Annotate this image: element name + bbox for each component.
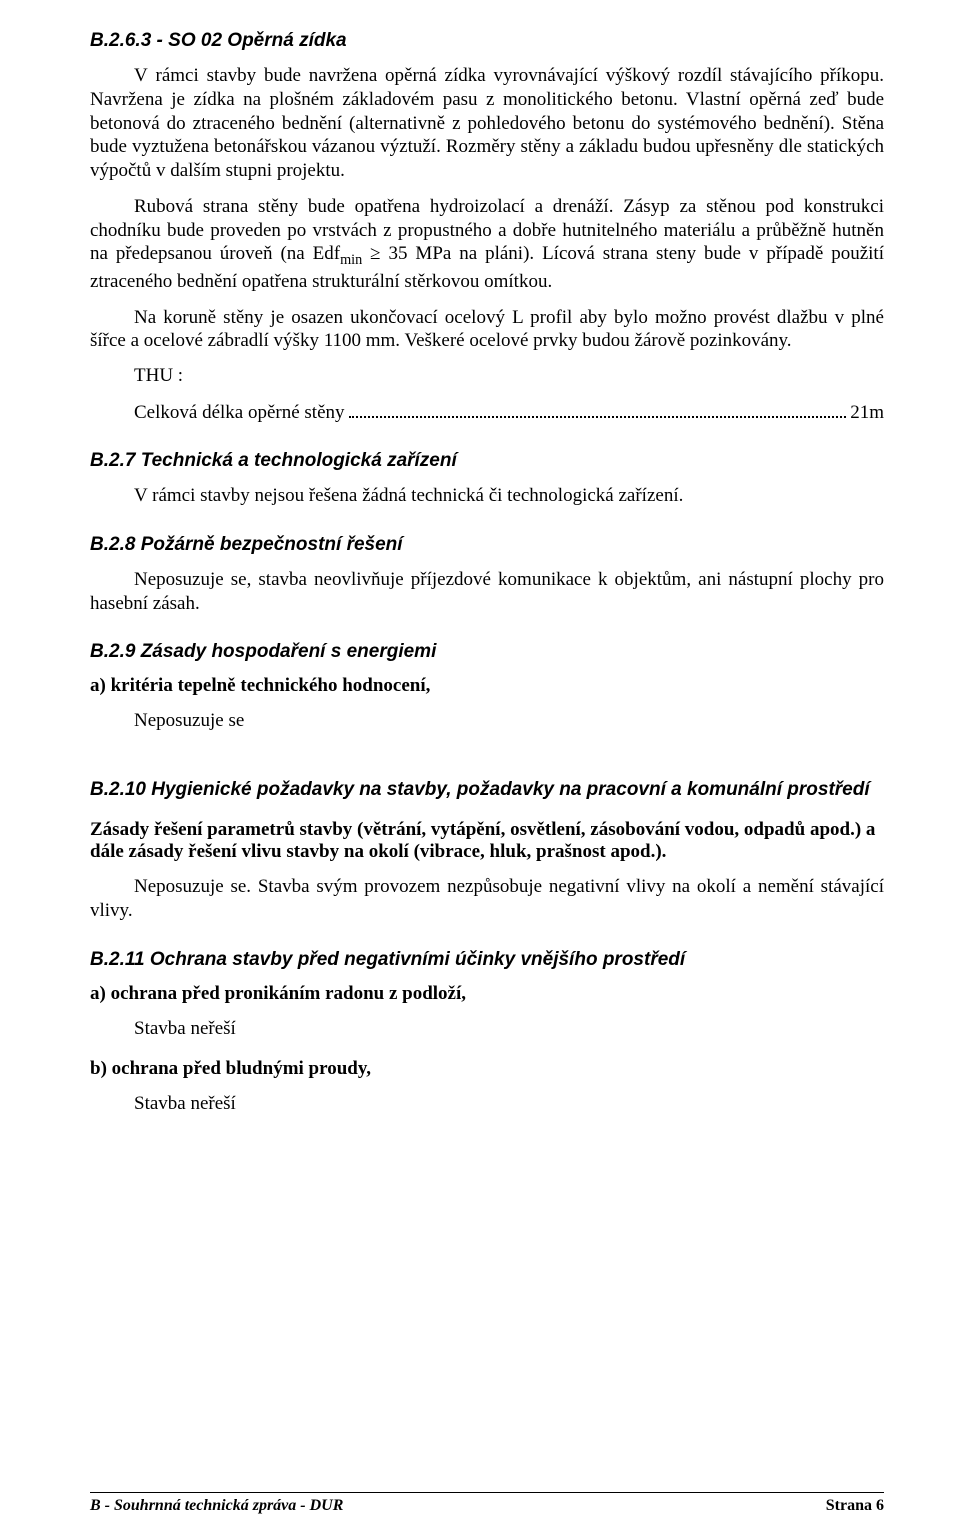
dot-leader (349, 399, 847, 418)
document-page: B.2.6.3 - SO 02 Opěrná zídka V rámci sta… (0, 0, 960, 1533)
footer-left: B - Souhrnná technická zpráva - DUR (90, 1497, 343, 1515)
length-label: Celková délka opěrné stěny (134, 402, 345, 424)
b29-a-text: Neposuzuje se (134, 709, 884, 733)
heading-b27: B.2.7 Technická a technologická zařízení (90, 450, 884, 472)
para-b263-3: Na koruně stěny je osazen ukončovací oce… (90, 306, 884, 354)
para-b210-1: Neposuzuje se. Stavba svým provozem nezp… (90, 875, 884, 923)
b211-b-text: Stavba neřeší (134, 1092, 884, 1116)
para-b263-1: V rámci stavby bude navržena opěrná zídk… (90, 64, 884, 183)
length-line: Celková délka opěrné stěny 21m (134, 399, 884, 424)
footer-right: Strana 6 (826, 1497, 884, 1515)
thu-label: THU : (134, 365, 884, 387)
para-b27-1: V rámci stavby nejsou řešena žádná techn… (90, 484, 884, 508)
b211-a-text: Stavba neřeší (134, 1017, 884, 1041)
page-footer: B - Souhrnná technická zpráva - DUR Stra… (90, 1492, 884, 1515)
heading-b211: B.2.11 Ochrana stavby před negativními ú… (90, 949, 884, 971)
para-b263-2: Rubová strana stěny bude opatřena hydroi… (90, 195, 884, 294)
heading-b28: B.2.8 Požárně bezpečnostní řešení (90, 534, 884, 556)
b211-b-label: b) ochrana před bludnými proudy, (90, 1058, 884, 1080)
b211-a-label: a) ochrana před pronikáním radonu z podl… (90, 983, 884, 1005)
b210-subhead: Zásady řešení parametrů stavby (větrání,… (90, 819, 884, 863)
heading-b29: B.2.9 Zásady hospodaření s energiemi (90, 641, 884, 663)
length-value: 21m (850, 402, 884, 424)
heading-b263: B.2.6.3 - SO 02 Opěrná zídka (90, 30, 884, 52)
heading-b210: B.2.10 Hygienické požadavky na stavby, p… (90, 779, 884, 801)
b29-a-label: a) kritéria tepelně technického hodnocen… (90, 675, 884, 697)
para-b28-1: Neposuzuje se, stavba neovlivňuje příjez… (90, 568, 884, 616)
